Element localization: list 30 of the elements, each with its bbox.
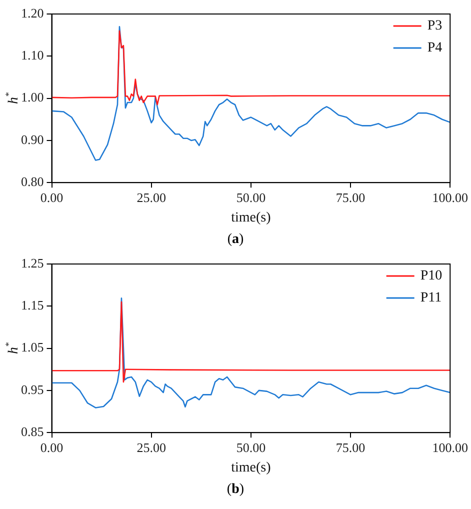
y-tick-label: 0.90 xyxy=(21,132,44,147)
legend-label: P3 xyxy=(427,18,442,34)
legend-label: P4 xyxy=(427,40,442,56)
x-axis-title: time(s) xyxy=(231,460,272,476)
text: (b) xyxy=(226,481,246,499)
x-tick-label: 100.00 xyxy=(432,440,468,455)
x-tick-label: 25.00 xyxy=(136,440,166,455)
y-tick-label: 0.85 xyxy=(21,424,44,440)
x-tick-label: 50.00 xyxy=(236,190,266,205)
y-tick-label: 1.00 xyxy=(21,90,44,105)
x-tick-label: 75.00 xyxy=(336,190,366,205)
y-tick-label: 1.15 xyxy=(21,298,44,313)
x-tick-label: 100.00 xyxy=(432,190,468,205)
y-axis-title: h* xyxy=(3,342,22,354)
y-tick-label: 0.80 xyxy=(21,174,44,190)
text: (a) xyxy=(226,231,245,249)
y-axis-title: h* xyxy=(3,92,22,104)
x-tick-label: 25.00 xyxy=(136,190,166,205)
legend-label: P11 xyxy=(420,290,442,306)
x-tick-label: 0.00 xyxy=(40,440,64,455)
y-tick-label: 0.95 xyxy=(21,382,44,397)
y-tick-label: 1.10 xyxy=(21,48,44,63)
x-tick-label: 75.00 xyxy=(336,440,366,455)
x-tick-label: 50.00 xyxy=(236,440,266,455)
x-axis-title: time(s) xyxy=(231,210,272,226)
legend-label: P10 xyxy=(420,268,442,284)
y-tick-label: 1.25 xyxy=(21,255,44,270)
y-tick-label: 1.05 xyxy=(21,340,44,355)
x-tick-label: 0.00 xyxy=(40,190,64,205)
y-tick-label: 1.20 xyxy=(21,5,44,20)
